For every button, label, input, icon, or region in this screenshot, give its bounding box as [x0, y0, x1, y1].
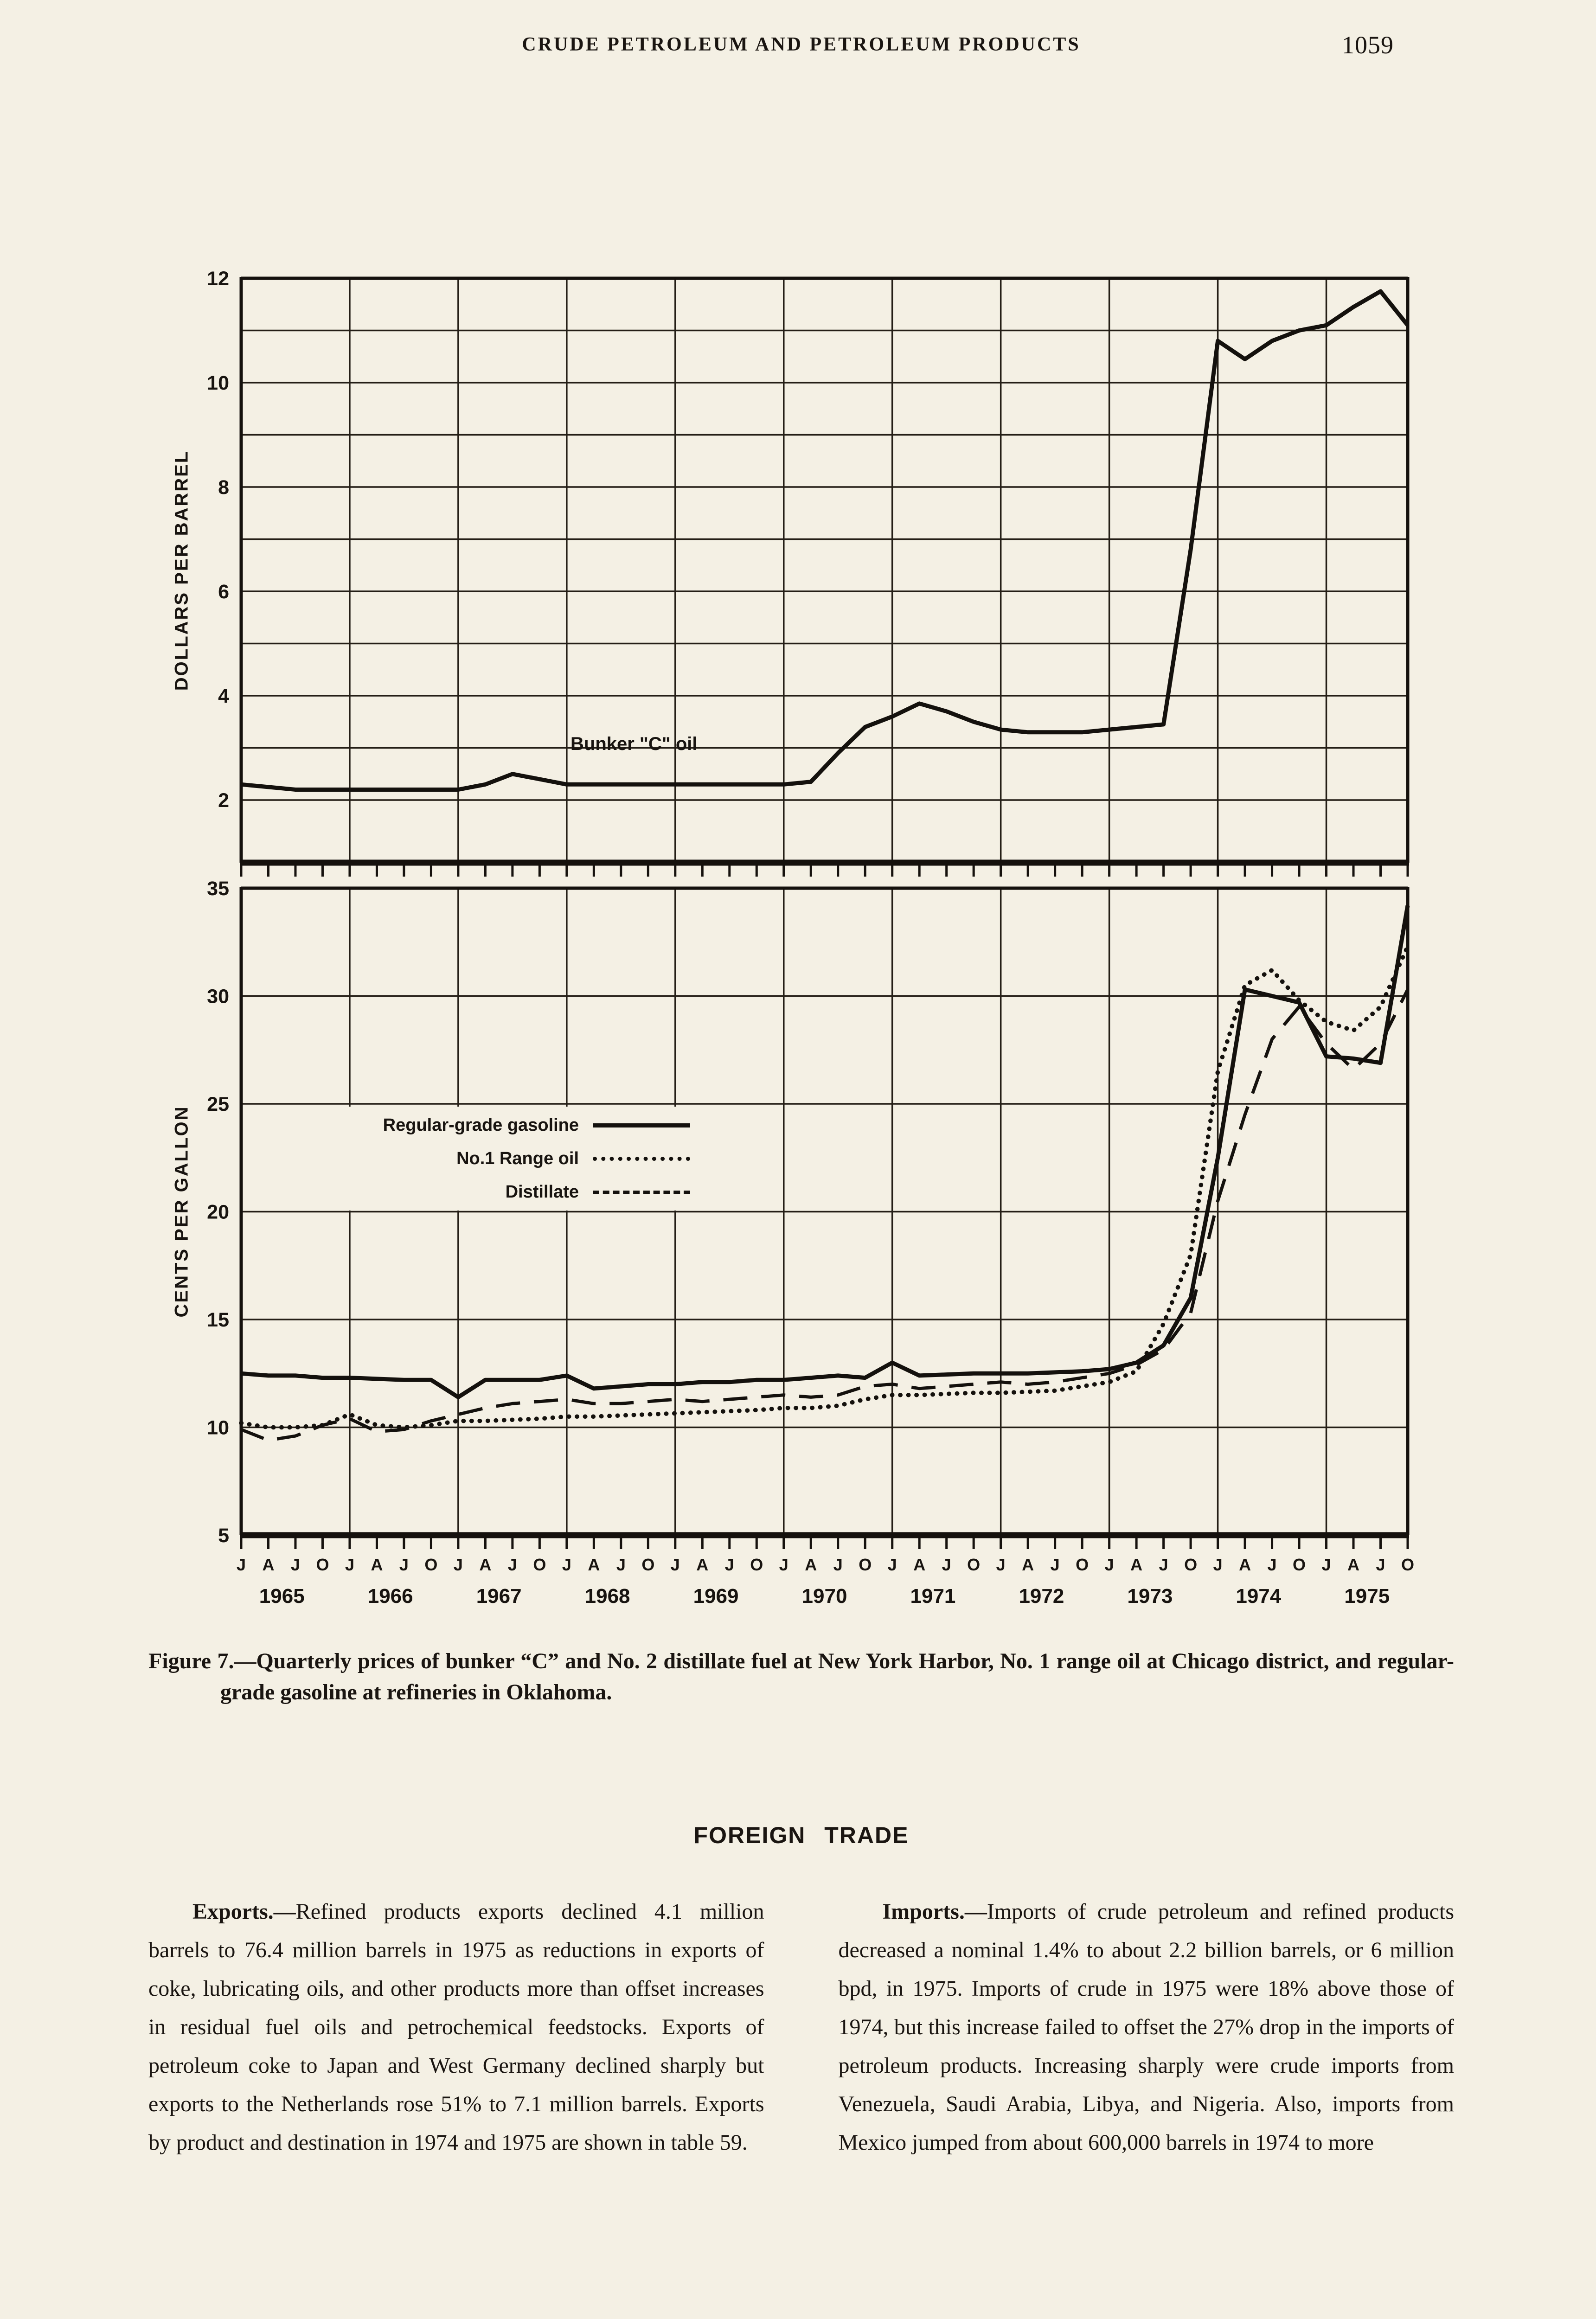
- left-column: Exports.—Refined products exports declin…: [148, 1892, 764, 2162]
- svg-text:J: J: [779, 1555, 788, 1574]
- svg-text:J: J: [1213, 1555, 1223, 1574]
- svg-text:J: J: [562, 1555, 571, 1574]
- svg-text:1966: 1966: [368, 1585, 413, 1608]
- svg-text:A: A: [1130, 1555, 1142, 1574]
- svg-text:15: 15: [207, 1309, 229, 1331]
- svg-text:1967: 1967: [476, 1585, 522, 1608]
- svg-text:A: A: [262, 1555, 274, 1574]
- svg-text:A: A: [1022, 1555, 1034, 1574]
- svg-text:2: 2: [218, 789, 229, 812]
- svg-text:A: A: [588, 1555, 600, 1574]
- svg-text:1975: 1975: [1344, 1585, 1390, 1608]
- dotted-line-sample-icon: [593, 1156, 690, 1161]
- svg-text:4: 4: [218, 685, 229, 707]
- imports-lead: Imports.—: [882, 1899, 987, 1924]
- svg-text:A: A: [913, 1555, 925, 1574]
- svg-text:1965: 1965: [259, 1585, 305, 1608]
- svg-text:J: J: [1376, 1555, 1385, 1574]
- imports-paragraph: Imports.—Imports of crude petroleum and …: [839, 1892, 1455, 2162]
- legend-item-regular-gasoline: Regular-grade gasoline: [301, 1108, 690, 1142]
- svg-text:O: O: [1401, 1555, 1414, 1574]
- svg-text:O: O: [1293, 1555, 1306, 1574]
- svg-text:J: J: [996, 1555, 1006, 1574]
- svg-text:1974: 1974: [1236, 1585, 1281, 1608]
- svg-text:20: 20: [207, 1201, 229, 1224]
- svg-text:35: 35: [207, 878, 229, 900]
- imports-text: Imports of crude petroleum and refined p…: [838, 1899, 1455, 2155]
- svg-text:12: 12: [207, 268, 229, 290]
- svg-text:O: O: [750, 1555, 763, 1574]
- svg-text:J: J: [833, 1555, 843, 1574]
- body-text-columns: Exports.—Refined products exports declin…: [148, 1892, 1454, 2162]
- svg-text:O: O: [641, 1555, 654, 1574]
- exports-lead: Exports.—: [192, 1899, 296, 1924]
- svg-text:J: J: [291, 1555, 300, 1574]
- legend-label-regular-gasoline: Regular-grade gasoline: [383, 1115, 579, 1135]
- dashed-line-sample-icon: [593, 1190, 690, 1194]
- svg-text:6: 6: [218, 581, 229, 603]
- svg-text:J: J: [237, 1555, 246, 1574]
- y-axis-label-cents-per-gallon: CENTS PER GALLON: [171, 1105, 192, 1318]
- svg-text:O: O: [1076, 1555, 1089, 1574]
- svg-text:A: A: [805, 1555, 817, 1574]
- figure-7-chart: 12 10 8 6 4 2 35 30 25 20 15 10 5 J A J O J A J O J A J O J A J O J A J…: [153, 260, 1433, 1642]
- svg-text:O: O: [1184, 1555, 1197, 1574]
- svg-text:1973: 1973: [1127, 1585, 1173, 1608]
- svg-text:J: J: [671, 1555, 680, 1574]
- svg-text:J: J: [1105, 1555, 1114, 1574]
- legend-label-distillate: Distillate: [505, 1182, 579, 1202]
- section-heading-foreign-trade: FOREIGN TRADE: [693, 1822, 909, 1848]
- svg-text:J: J: [1268, 1555, 1277, 1574]
- svg-text:1968: 1968: [585, 1585, 630, 1608]
- legend-item-distillate: Distillate: [301, 1175, 690, 1209]
- svg-text:30: 30: [207, 986, 229, 1008]
- legend-label-range-oil: No.1 Range oil: [456, 1148, 579, 1168]
- svg-text:O: O: [316, 1555, 329, 1574]
- svg-text:J: J: [508, 1555, 517, 1574]
- svg-text:A: A: [696, 1555, 708, 1574]
- bunker-c-oil-annotation: Bunker "C" oil: [570, 734, 698, 754]
- svg-text:A: A: [1239, 1555, 1251, 1574]
- svg-text:A: A: [479, 1555, 491, 1574]
- exports-text: Refined products exports declined 4.1 mi…: [148, 1899, 764, 2155]
- svg-text:J: J: [942, 1555, 951, 1574]
- exports-paragraph: Exports.—Refined products exports declin…: [148, 1892, 764, 2162]
- chart-legend: Regular-grade gasoline No.1 Range oil Di…: [292, 1107, 699, 1211]
- y-axis-label-dollars-per-barrel: DOLLARS PER BARREL: [171, 450, 192, 691]
- svg-text:8: 8: [218, 476, 229, 499]
- svg-text:25: 25: [207, 1093, 229, 1115]
- svg-text:5: 5: [218, 1525, 229, 1547]
- page-number: 1059: [1342, 31, 1394, 59]
- svg-text:J: J: [454, 1555, 463, 1574]
- svg-text:1970: 1970: [802, 1585, 847, 1608]
- figure-caption: Figure 7.—Quarterly prices of bunker “C”…: [148, 1649, 1454, 1704]
- svg-text:J: J: [399, 1555, 409, 1574]
- svg-text:J: J: [616, 1555, 626, 1574]
- svg-text:O: O: [859, 1555, 872, 1574]
- svg-text:1969: 1969: [693, 1585, 739, 1608]
- svg-text:A: A: [1347, 1555, 1359, 1574]
- solid-line-sample-icon: [593, 1123, 690, 1127]
- svg-text:J: J: [1159, 1555, 1168, 1574]
- svg-text:J: J: [345, 1555, 354, 1574]
- svg-text:J: J: [725, 1555, 734, 1574]
- svg-text:1972: 1972: [1019, 1585, 1064, 1608]
- legend-item-range-oil: No.1 Range oil: [301, 1142, 690, 1175]
- svg-text:O: O: [424, 1555, 437, 1574]
- svg-text:O: O: [967, 1555, 980, 1574]
- page-header-title: CRUDE PETROLEUM AND PETROLEUM PRODUCTS: [522, 34, 1081, 55]
- svg-text:O: O: [533, 1555, 546, 1574]
- svg-text:J: J: [888, 1555, 897, 1574]
- running-header: CRUDE PETROLEUM AND PETROLEUM PRODUCTS 1…: [148, 31, 1454, 66]
- svg-text:10: 10: [207, 372, 229, 394]
- right-column: Imports.—Imports of crude petroleum and …: [839, 1892, 1455, 2162]
- svg-text:10: 10: [207, 1417, 229, 1439]
- svg-text:J: J: [1051, 1555, 1060, 1574]
- svg-text:A: A: [371, 1555, 383, 1574]
- svg-text:1971: 1971: [910, 1585, 956, 1608]
- svg-text:J: J: [1322, 1555, 1331, 1574]
